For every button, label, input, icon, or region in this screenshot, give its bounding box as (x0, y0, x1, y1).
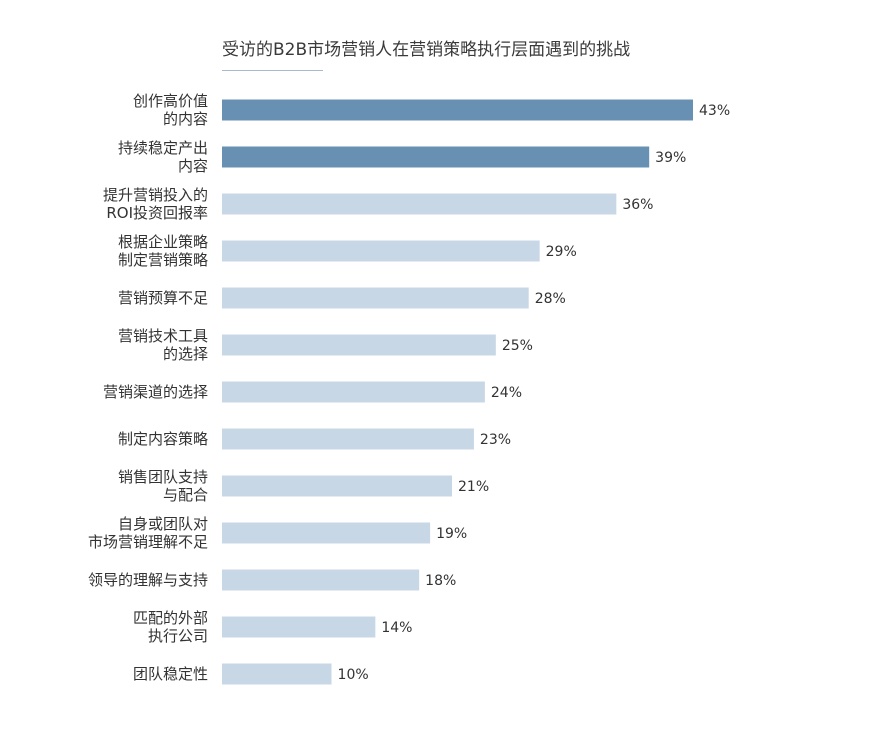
value-label-8: 21% (458, 479, 489, 495)
value-label-12: 10% (338, 667, 369, 683)
bar-3 (222, 240, 540, 262)
category-label-8-line-0: 销售团队支持 (118, 468, 208, 486)
bar-5 (222, 334, 496, 356)
category-label-2-line-1: ROI投资回报率 (106, 204, 208, 222)
category-label-6-line-0: 营销渠道的选择 (103, 383, 208, 401)
category-label-5-line-1: 的选择 (163, 345, 208, 363)
category-label-12-line-0: 团队稳定性 (133, 665, 208, 683)
category-label-5-line-0: 营销技术工具 (118, 327, 208, 345)
chart-title: 受访的B2B市场营销人在营销策略执行层面遇到的挑战 (222, 40, 631, 60)
bar-11 (222, 616, 376, 638)
category-label-1-line-0: 持续稳定产出 (118, 139, 208, 157)
category-label-4-line-0: 营销预算不足 (118, 289, 208, 307)
value-label-1: 39% (655, 150, 686, 166)
bar-10 (222, 569, 420, 591)
category-label-9-line-0: 自身或团队对 (118, 515, 208, 533)
category-label-11-line-0: 匹配的外部 (133, 609, 208, 627)
category-label-3-line-1: 制定营销策略 (118, 251, 208, 269)
value-label-10: 18% (425, 573, 456, 589)
bar-9 (222, 522, 431, 544)
bar-2 (222, 193, 617, 215)
bar-12 (222, 663, 332, 685)
category-label-10-line-0: 领导的理解与支持 (88, 571, 208, 589)
category-label-2-line-0: 提升营销投入的 (103, 186, 208, 204)
value-label-7: 23% (480, 432, 511, 448)
category-label-1-line-1: 内容 (178, 157, 208, 175)
category-label-9-line-1: 市场营销理解不足 (88, 533, 208, 551)
value-label-2: 36% (622, 197, 653, 213)
value-label-5: 25% (502, 338, 533, 354)
category-label-7-line-0: 制定内容策略 (118, 430, 208, 448)
category-label-8-line-1: 与配合 (163, 486, 208, 504)
value-label-0: 43% (699, 103, 730, 119)
value-label-3: 29% (546, 244, 577, 260)
bar-0 (222, 99, 693, 121)
category-label-3-line-0: 根据企业策略 (118, 233, 208, 251)
bar-4 (222, 287, 529, 309)
title-underline (222, 70, 323, 71)
value-label-9: 19% (436, 526, 467, 542)
value-label-6: 24% (491, 385, 522, 401)
bar-7 (222, 428, 474, 450)
category-label-0-line-1: 的内容 (163, 110, 208, 128)
bar-1 (222, 146, 650, 168)
category-label-11-line-1: 执行公司 (148, 627, 208, 645)
bar-8 (222, 475, 453, 497)
value-label-11: 14% (381, 620, 412, 636)
category-label-0-line-0: 创作高价值 (133, 92, 208, 110)
bar-6 (222, 381, 485, 403)
value-label-4: 28% (535, 291, 566, 307)
